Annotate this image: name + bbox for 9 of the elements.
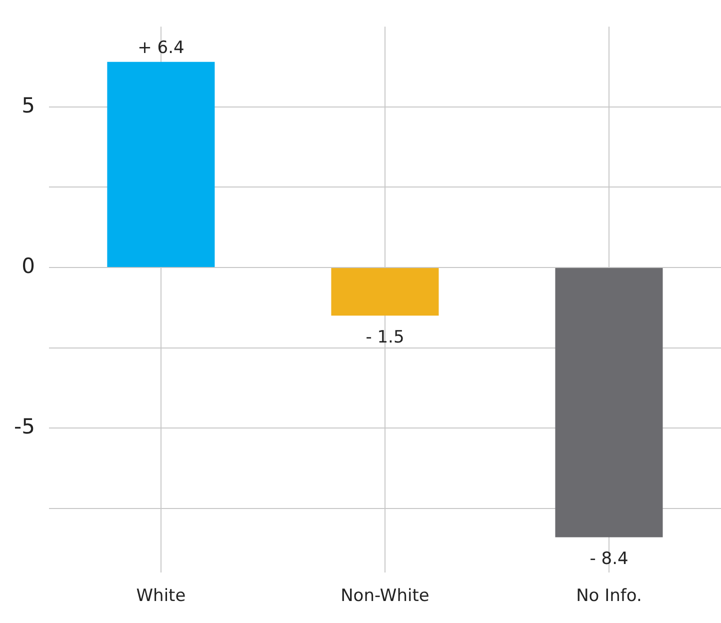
- data-label: - 8.4: [590, 549, 628, 570]
- x-tick-label: Non-White: [340, 586, 430, 606]
- y-tick-label: 5: [22, 93, 35, 118]
- data-label: + 6.4: [138, 38, 184, 58]
- y-tick-label: -5: [14, 414, 35, 439]
- data-label: - 1.5: [366, 328, 404, 348]
- x-tick-label: White: [136, 586, 186, 606]
- y-tick-label: 0: [22, 254, 35, 278]
- x-tick-label: No Info.: [576, 586, 642, 606]
